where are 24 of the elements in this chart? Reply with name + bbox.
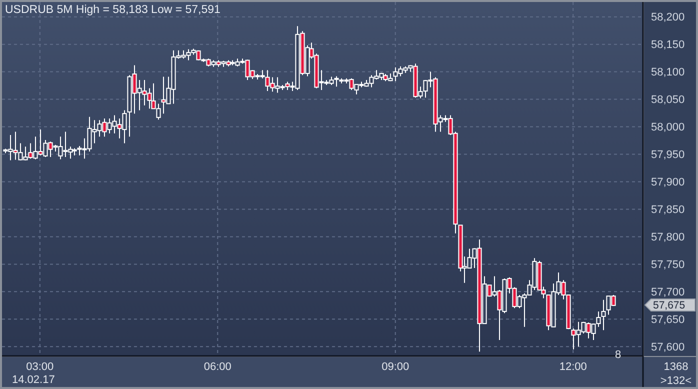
text: 57,675: [653, 300, 686, 312]
y-tick-label: 58,150: [651, 39, 685, 52]
y-tick-label: 58,050: [651, 94, 685, 106]
y-tick-label: 58,100: [651, 66, 685, 79]
y-tick-label: 58,000: [651, 122, 685, 134]
y-tick-label: 57,850: [651, 204, 685, 216]
y-tick-label: 57,950: [651, 149, 685, 162]
annotation: 8: [614, 349, 622, 361]
y-tick-label: 58,200: [651, 12, 685, 24]
text: 1368: [664, 361, 688, 373]
y-tick-label: 57,650: [651, 314, 685, 326]
y-tick-label: 57,600: [651, 342, 685, 354]
text: 14.02.17: [12, 374, 55, 386]
y-tick-label: 57,900: [651, 176, 685, 189]
x-tick-label: 06:00: [204, 361, 232, 373]
y-tick-label: 57,750: [651, 259, 685, 272]
candlestick: [601, 299, 606, 331]
x-tick-label: 09:00: [382, 361, 410, 373]
y-tick-label: 57,800: [651, 232, 685, 244]
chart-title: USDRUB 5M High = 58,183 Low = 57,591: [5, 4, 220, 16]
x-tick-label: 12:00: [559, 361, 587, 373]
x-tick-label: 03:00: [26, 361, 54, 373]
y-tick-label: 57,700: [651, 286, 685, 299]
text: >132<: [660, 375, 692, 387]
